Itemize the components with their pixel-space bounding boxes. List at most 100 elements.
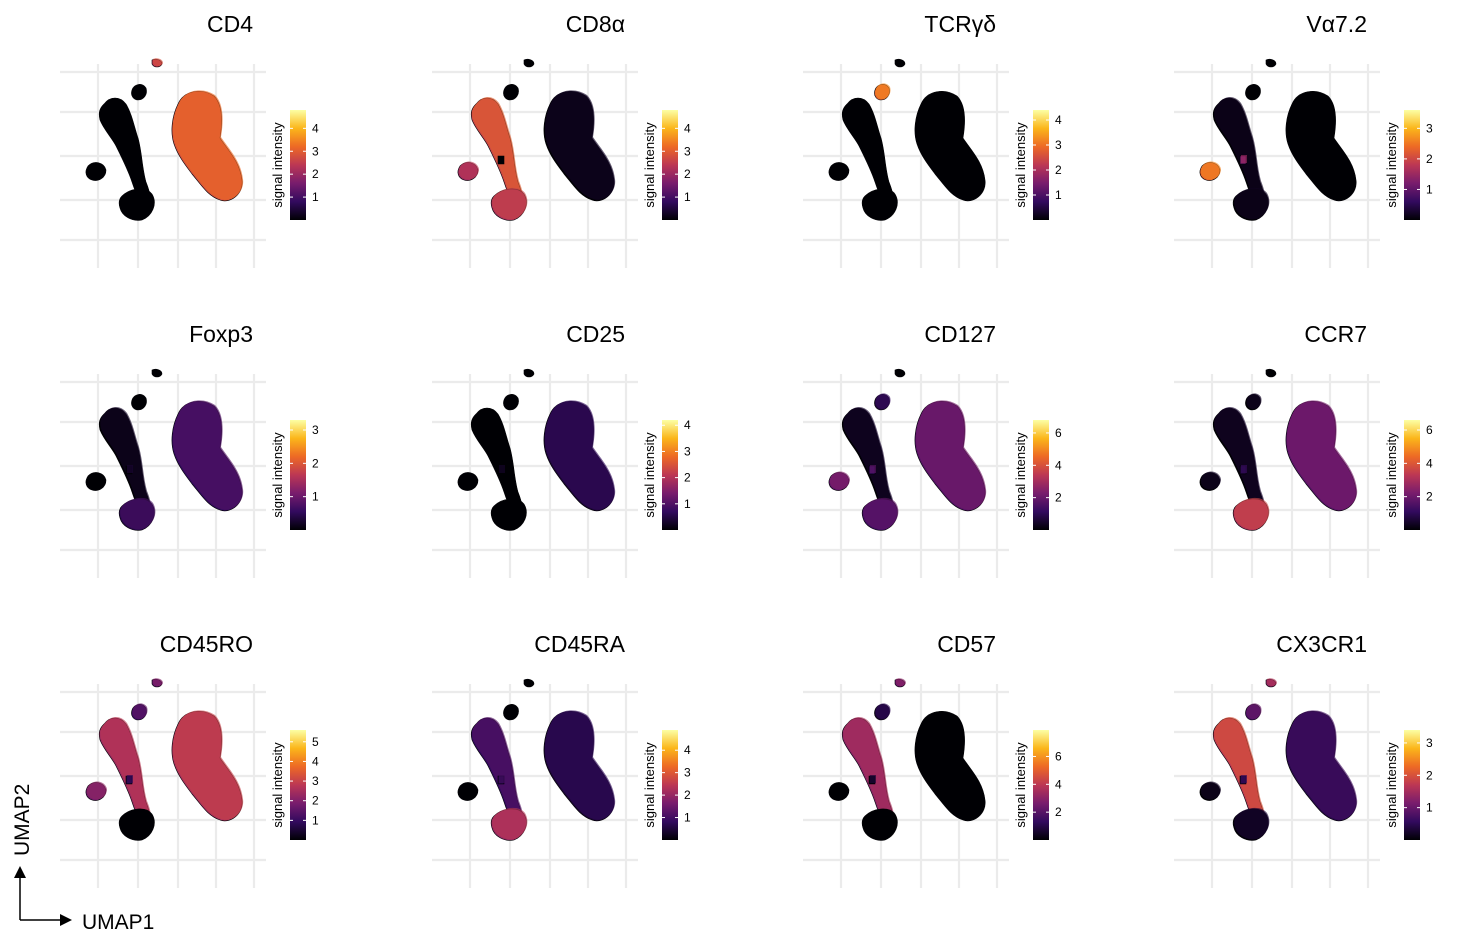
cluster-top-small <box>151 368 163 378</box>
panel-title: CD8α <box>566 11 625 37</box>
umap-cell-clusters <box>85 368 244 531</box>
cluster-highlight-right-island <box>544 400 616 510</box>
colorbar-gradient <box>662 110 678 220</box>
colorbar-tick-label: 1 <box>1055 188 1062 202</box>
cluster-highlight-left-top-blob <box>1246 393 1262 409</box>
umap-cell-clusters <box>457 58 616 221</box>
umap-panel: CD127 signal intensity 6 4 2 <box>803 321 1062 578</box>
cluster-highlight-left-top-blob <box>132 703 148 719</box>
colorbar-tick-label: 2 <box>312 456 319 470</box>
colorbar: signal intensity 4 3 2 1 <box>1013 110 1062 220</box>
cluster-highlight-left-backbone <box>472 717 523 822</box>
umap-panel: TCRγδ signal intensity 4 3 2 1 <box>803 11 1062 268</box>
colorbar-tick-label: 1 <box>1426 182 1433 196</box>
cluster-highlight-right-island <box>172 90 244 200</box>
colorbar-label: signal intensity <box>1384 432 1399 518</box>
cluster-highlight-top-small <box>1267 678 1277 686</box>
umap2-arrow-head <box>14 866 26 878</box>
colorbar-tick-label: 4 <box>1055 113 1062 127</box>
umap-cell-clusters <box>85 678 244 841</box>
colorbar-label: signal intensity <box>270 432 285 518</box>
colorbar-tick-label: 2 <box>1426 490 1433 504</box>
colorbar-gradient <box>1404 110 1420 220</box>
cluster-highlight-mid-small <box>127 775 133 783</box>
umap-cell-clusters <box>457 368 616 531</box>
colorbar: signal intensity 3 2 1 <box>270 420 319 530</box>
colorbar-tick-label: 2 <box>1426 152 1433 166</box>
cluster-highlight-bottom-blob <box>120 497 156 530</box>
colorbar-tick-label: 1 <box>684 497 691 511</box>
colorbar-tick-label: 2 <box>684 788 691 802</box>
colorbar-label: signal intensity <box>642 432 657 518</box>
colorbar-tick-label: 3 <box>684 444 691 458</box>
cluster-highlight-left-backbone <box>472 97 523 202</box>
umap-panel: CD57 signal intensity 6 4 2 <box>803 631 1062 888</box>
colorbar-tick-label: 1 <box>312 490 319 504</box>
colorbar-label: signal intensity <box>642 122 657 208</box>
cluster-highlight-left-backbone <box>1214 717 1265 822</box>
colorbar-label: signal intensity <box>1013 122 1028 208</box>
cluster-highlight-top-small <box>153 58 163 66</box>
umap-panel: Vα7.2 signal intensity 3 2 1 <box>1174 11 1433 268</box>
umap-panel: CX3CR1 signal intensity 3 2 1 <box>1174 631 1433 888</box>
cluster-top-small <box>894 368 906 378</box>
colorbar-gradient <box>1404 730 1420 840</box>
colorbar-tick-label: 2 <box>312 167 319 181</box>
cluster-highlight-left-backbone <box>100 717 151 822</box>
cluster-left-top-blob <box>131 394 147 411</box>
colorbar-tick-label: 3 <box>1426 736 1433 750</box>
cluster-highlight-mid-small <box>1241 465 1247 473</box>
cluster-highlight-mid-small <box>870 775 876 783</box>
colorbar: signal intensity 6 4 2 <box>1013 420 1062 530</box>
cluster-highlight-right-island <box>544 710 616 820</box>
panel-title: Foxp3 <box>189 321 253 347</box>
colorbar-tick-label: 4 <box>684 121 691 135</box>
colorbar-gradient <box>1033 730 1049 840</box>
colorbar-gradient <box>290 110 306 220</box>
cluster-left-blob <box>457 782 479 801</box>
colorbar-tick-label: 1 <box>1426 801 1433 815</box>
colorbar-tick-label: 1 <box>684 811 691 825</box>
colorbar-gradient <box>290 420 306 530</box>
colorbar: signal intensity 4 3 2 1 <box>642 418 691 530</box>
cluster-highlight-bottom-blob <box>1234 187 1270 220</box>
colorbar-tick-label: 3 <box>312 144 319 158</box>
colorbar-label: signal intensity <box>270 742 285 828</box>
colorbar: signal intensity 4 3 2 1 <box>642 730 691 840</box>
umap-cell-clusters <box>828 58 986 221</box>
colorbar-gradient <box>662 730 678 840</box>
panel-title: CX3CR1 <box>1276 631 1367 657</box>
colorbar: signal intensity 5 4 3 2 1 <box>270 730 319 840</box>
colorbar-label: signal intensity <box>1384 122 1399 208</box>
colorbar-tick-label: 3 <box>312 423 319 437</box>
cluster-highlight-bottom-blob <box>863 497 899 530</box>
cluster-highlight-bottom-blob <box>1234 807 1270 840</box>
colorbar-tick-label: 4 <box>1426 456 1433 470</box>
cluster-highlight-bottom-blob <box>492 187 528 220</box>
cluster-highlight-left-top-blob <box>875 393 891 409</box>
panel-title: CD4 <box>207 11 253 37</box>
umap-panel: CD25 signal intensity 4 3 2 1 <box>432 321 691 578</box>
cluster-left-blob <box>457 472 479 491</box>
cluster-highlight-right-island <box>915 400 987 510</box>
umap-cell-clusters <box>85 58 244 221</box>
colorbar-tick-label: 4 <box>1055 458 1062 472</box>
colorbar-tick-label: 4 <box>1055 777 1062 791</box>
colorbar: signal intensity 6 4 2 <box>1013 730 1062 840</box>
cluster-left-top-blob <box>503 704 519 721</box>
panel-title: TCRγδ <box>924 11 996 37</box>
cluster-highlight-left-blob <box>829 471 850 490</box>
cluster-highlight-left-backbone <box>100 407 151 512</box>
umap-panel: CD45RO signal intensity 5 4 3 2 1 <box>60 631 319 888</box>
cluster-highlight-mid-small <box>127 465 133 473</box>
cluster-left-blob <box>828 162 850 181</box>
cluster-highlight-left-top-blob <box>875 83 891 99</box>
cluster-mid-small <box>125 155 133 165</box>
panel-title: CD127 <box>924 321 996 347</box>
y-axis-label: UMAP2 <box>11 784 34 856</box>
cluster-top-small <box>523 678 535 688</box>
colorbar: signal intensity 6 4 2 <box>1384 420 1433 530</box>
cluster-highlight-left-blob <box>1200 781 1221 800</box>
cluster-highlight-left-blob <box>1200 471 1221 490</box>
cluster-highlight-mid-small <box>1241 155 1247 163</box>
